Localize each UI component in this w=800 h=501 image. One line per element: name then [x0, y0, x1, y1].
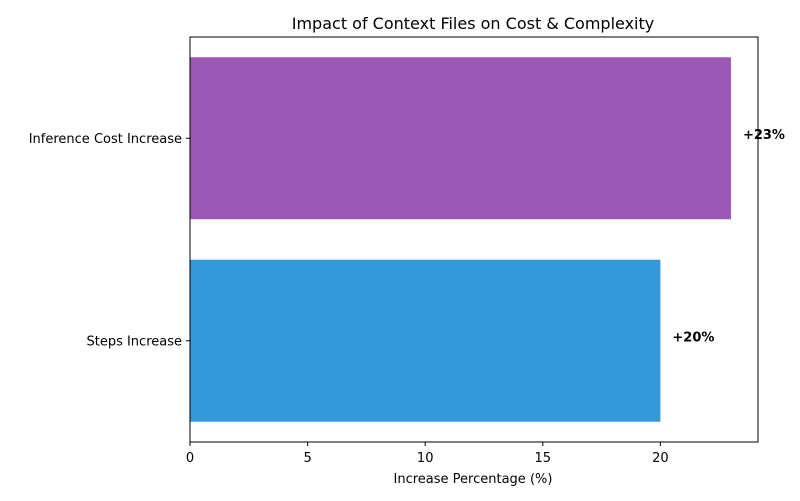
data-labels: +20% +23%	[672, 128, 785, 346]
x-axis-label: Increase Percentage (%)	[394, 472, 553, 487]
x-tick-label: 5	[303, 451, 311, 466]
bar	[190, 57, 731, 220]
x-tick-label: 0	[186, 451, 194, 466]
x-tick-label: 10	[417, 451, 434, 466]
bars-layer	[190, 57, 731, 422]
data-label: +20%	[672, 330, 714, 345]
x-ticks: 0 5 10 15 20	[186, 442, 669, 466]
y-tick-label: Steps Increase	[86, 334, 182, 349]
bar	[190, 259, 661, 422]
data-label: +23%	[743, 128, 785, 143]
x-tick-label: 15	[535, 451, 552, 466]
plot-frame	[189, 36, 759, 443]
x-tick-label: 20	[652, 451, 669, 466]
y-ticks: Steps Increase Inference Cost Increase	[29, 132, 190, 349]
y-tick-label: Inference Cost Increase	[29, 132, 182, 147]
chart-title: Impact of Context Files on Cost & Comple…	[292, 14, 655, 33]
